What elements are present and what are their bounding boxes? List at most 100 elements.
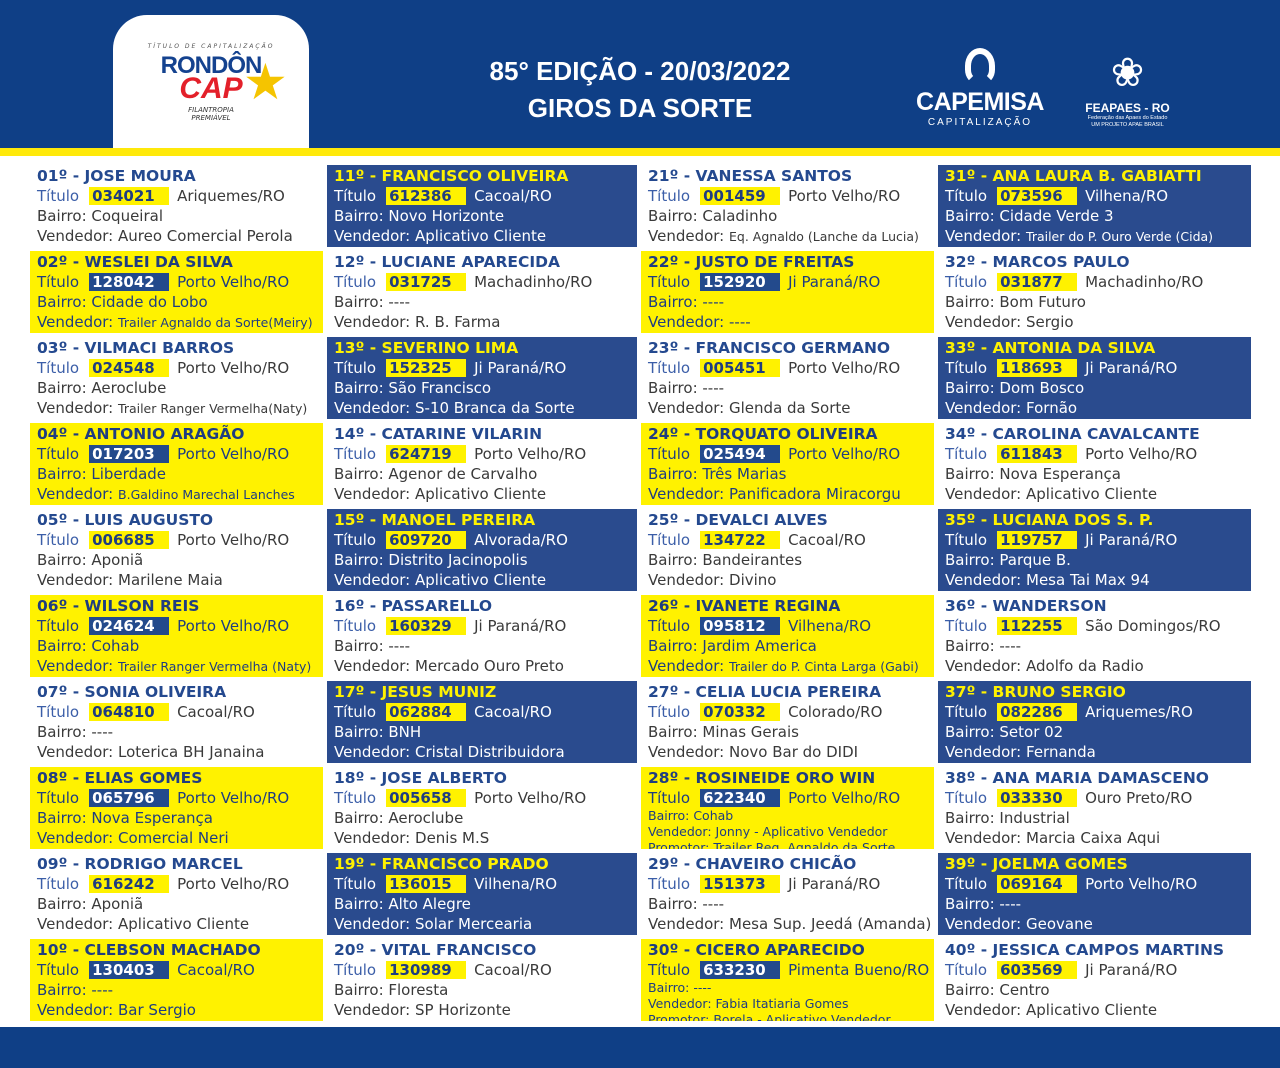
vendedor-row: Vendedor: Denis M.S [334, 828, 637, 848]
vendedor-row: Vendedor: S-10 Branca da Sorte [334, 398, 637, 418]
bairro-value: Coqueiral [91, 207, 163, 225]
edition-title: 85° EDIÇÃO - 20/03/2022 [489, 56, 791, 86]
bairro-value: Nova Esperança [999, 465, 1121, 483]
winner-card: 38º - ANA MARIA DAMASCENO Título 033330 Our… [938, 767, 1251, 849]
city: Porto Velho/RO [474, 789, 587, 807]
vendedor-label: Vendedor: [945, 743, 1027, 761]
titulo-label: Título [334, 273, 377, 291]
vendedor-row: Vendedor: Trailer Ranger Vermelha (Naty) [37, 656, 323, 677]
promotor-row: Promotor: Borela - Aplicativo Vendedor [648, 1012, 934, 1021]
city: Ji Paraná/RO [1085, 961, 1178, 979]
vendedor-value: Aureo Comercial Perola [118, 227, 293, 245]
footer-bar [0, 1027, 1280, 1068]
bairro-row: Bairro: São Francisco [334, 378, 637, 398]
titulo-number: 006685 [89, 531, 170, 549]
bairro-row: Bairro: ---- [648, 894, 934, 914]
city: Cacoal/RO [474, 961, 552, 979]
titulo-number: 118693 [997, 359, 1078, 377]
titulo-label: Título [334, 961, 377, 979]
winner-name: 38º - ANA MARIA DAMASCENO [945, 769, 1209, 787]
vendedor-row: Vendedor: Solar Mercearia [334, 914, 637, 934]
bairro-label: Bairro: [648, 207, 703, 225]
bairro-row: Bairro: Jardim America [648, 636, 934, 656]
vendedor-value: Adolfo da Radio [1026, 657, 1144, 675]
titulo-label: Título [648, 445, 691, 463]
promotor-label: Promotor: [648, 1012, 714, 1021]
vendedor-label: Vendedor: [945, 829, 1027, 847]
titulo-number: 082286 [997, 703, 1078, 721]
vendedor-row: Vendedor: Aureo Comercial Perola [37, 226, 323, 246]
bairro-value: ---- [91, 981, 114, 999]
titulo-label: Título [648, 359, 691, 377]
winner-card: 29º - CHAVEIRO CHICÃO Título 151373 Ji Para… [641, 853, 934, 935]
bairro-row: Bairro: Cidade do Lobo [37, 292, 323, 312]
bairro-row: Bairro: ---- [334, 292, 637, 312]
titulo-row: Título 005451 Porto Velho/RO [648, 358, 934, 378]
titulo-row: Título 031725 Machadinho/RO [334, 272, 637, 292]
vendedor-label: Vendedor: [945, 227, 1027, 245]
vendedor-value: Divino [729, 571, 777, 589]
winner-name: 22º - JUSTO DE FREITAS [648, 253, 855, 271]
bairro-value: Aponiã [91, 895, 144, 913]
bairro-label: Bairro: [37, 379, 92, 397]
bairro-value: Cohab [91, 637, 140, 655]
winner-card: 27º - CELIA LUCIA PEREIRA Título 070332 Col… [641, 681, 934, 763]
titulo-label: Título [945, 961, 988, 979]
titulo-row: Título 017203 Porto Velho/RO [37, 444, 323, 464]
titulo-label: Título [334, 875, 377, 893]
titulo-label: Título [334, 703, 377, 721]
titulo-row: Título 005658 Porto Velho/RO [334, 788, 637, 808]
titulo-label: Título [648, 703, 691, 721]
titulo-label: Título [37, 617, 80, 635]
winner-card: 23º - FRANCISCO GERMANO Título 005451 Porto… [641, 337, 934, 419]
city: Ariquemes/RO [177, 187, 285, 205]
titulo-label: Título [945, 875, 988, 893]
titulo-row: Título 136015 Vilhena/RO [334, 874, 637, 894]
titulo-row: Título 031877 Machadinho/RO [945, 272, 1251, 292]
vendedor-row: Vendedor: Divino [648, 570, 934, 590]
bairro-value: Jardim America [702, 637, 817, 655]
vendedor-label: Vendedor: [945, 313, 1027, 331]
vendedor-row: Vendedor: Loterica BH Janaina [37, 742, 323, 762]
vendedor-row: Vendedor: Marilene Maia [37, 570, 323, 590]
titulo-row: Título 112255 São Domingos/RO [945, 616, 1251, 636]
city: Porto Velho/RO [177, 445, 290, 463]
vendedor-label: Vendedor: [334, 657, 416, 675]
vendedor-label: Vendedor: [334, 399, 416, 417]
bairro-value: Aeroclube [91, 379, 167, 397]
winner-card: 14º - CATARINE VILARIN Título 624719 Porto … [327, 423, 637, 505]
bairro-label: Bairro: [334, 809, 389, 827]
bairro-label: Bairro: [648, 551, 703, 569]
winner-card: 11º - FRANCISCO OLIVEIRA Título 612386 Caco… [327, 165, 637, 247]
bairro-row: Bairro: Minas Gerais [648, 722, 934, 742]
titulo-number: 609720 [386, 531, 467, 549]
yellow-stripe [0, 148, 1280, 156]
titulo-label: Título [37, 961, 80, 979]
vendedor-row: Vendedor: Aplicativo Cliente [334, 484, 637, 504]
winner-name: 27º - CELIA LUCIA PEREIRA [648, 683, 882, 701]
winner-card: 20º - VITAL FRANCISCO Título 130989 Cacoal/… [327, 939, 637, 1021]
vendedor-row: Vendedor: B.Galdino Marechal Lanches [37, 484, 323, 505]
vendedor-row: Vendedor: SP Horizonte [334, 1000, 637, 1020]
titulo-label: Título [37, 187, 80, 205]
vendedor-value: S-10 Branca da Sorte [415, 399, 575, 417]
winner-name: 30º - CICERO APARECIDO [648, 941, 865, 959]
titulo-row: Título 616242 Porto Velho/RO [37, 874, 323, 894]
vendedor-value: Comercial Neri [118, 829, 229, 847]
titulo-row: Título 024548 Porto Velho/RO [37, 358, 323, 378]
vendedor-label: Vendedor: [334, 915, 416, 933]
bairro-label: Bairro: [945, 637, 1000, 655]
titulo-number: 152920 [700, 273, 781, 291]
titulo-number: 070332 [700, 703, 781, 721]
titulo-number: 005658 [386, 789, 467, 807]
winner-card: 25º - DEVALCI ALVES Título 134722 Cacoal/RO… [641, 509, 934, 591]
bairro-value: ---- [702, 895, 725, 913]
flower-hands-icon: ❀ [1110, 51, 1145, 95]
titulo-label: Título [648, 961, 691, 979]
bairro-label: Bairro: [945, 895, 1000, 913]
city: Porto Velho/RO [177, 875, 290, 893]
winner-card: 03º - VILMACI BARROS Título 024548 Porto Ve… [30, 337, 323, 419]
titulo-row: Título 073596 Vilhena/RO [945, 186, 1251, 206]
vendedor-row: Vendedor: Marcia Caixa Aqui [945, 828, 1251, 848]
vendedor-label: Vendedor: [945, 1001, 1027, 1019]
